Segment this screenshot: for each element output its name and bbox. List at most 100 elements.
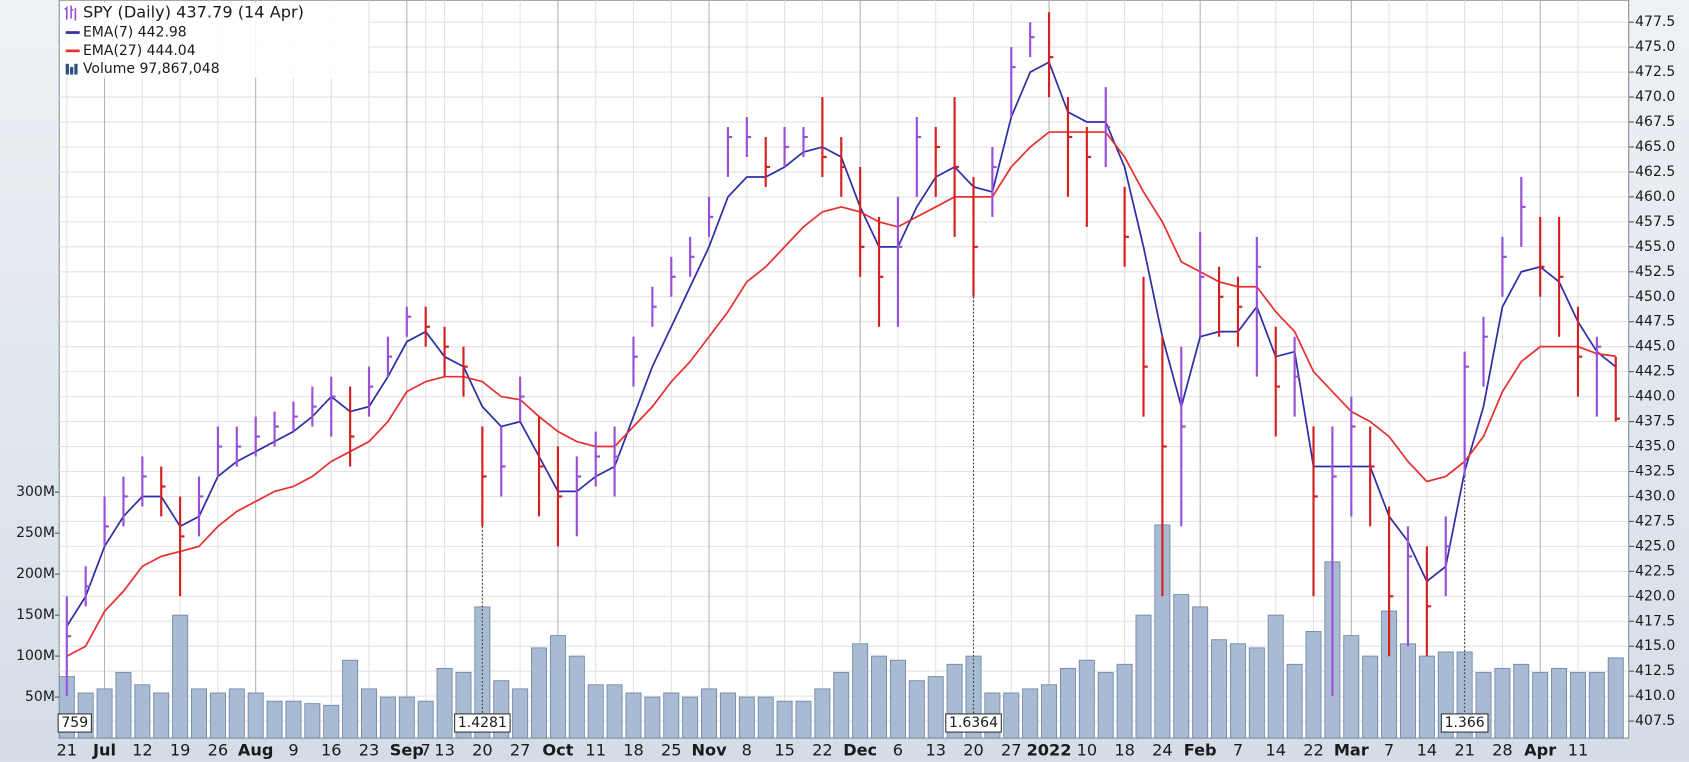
volume-bar — [361, 688, 378, 739]
volume-bar — [701, 688, 718, 739]
volume-bar — [1286, 663, 1303, 739]
y-tick-label: 447.5 — [1635, 314, 1675, 330]
legend-label: EMA(7) 442.98 — [83, 25, 187, 41]
y2-tick-label: 100M — [16, 648, 55, 664]
x-tick-label: 20 — [472, 741, 493, 760]
volume-bar — [1305, 631, 1322, 739]
x-tick-label: 7 — [1384, 741, 1394, 760]
volume-bar — [549, 635, 566, 739]
y-tick-label: 442.5 — [1635, 364, 1675, 380]
x-tick-label: Jul — [92, 741, 116, 760]
x-tick-label: 6 — [893, 741, 903, 760]
chart-title: SPY (Daily) 437.79 (14 Apr) — [83, 3, 304, 22]
volume-bar — [417, 700, 434, 739]
y2-tick-label: 250M — [16, 525, 55, 541]
y-tick-label: 460.0 — [1635, 189, 1675, 205]
volume-bar — [115, 672, 132, 739]
x-tick-label: Feb — [1184, 741, 1217, 760]
y-tick-label: 412.5 — [1635, 663, 1675, 679]
y-tick-label: 440.0 — [1635, 389, 1675, 405]
x-tick-label: Oct — [542, 741, 573, 760]
x-tick-label: 16 — [321, 741, 342, 760]
y-tick-label: 432.5 — [1635, 463, 1675, 479]
volume-bar — [531, 647, 548, 739]
volume-bar — [1418, 655, 1435, 739]
y2-tick-label: 300M — [16, 484, 55, 500]
volume-bar — [285, 700, 302, 739]
y-tick-label: 467.5 — [1635, 114, 1675, 130]
y2-tick-label: 200M — [16, 566, 55, 582]
x-tick-label: 7 — [421, 741, 431, 760]
x-tick-label: 11 — [1568, 741, 1589, 760]
x-tick-label: 21 — [57, 741, 78, 760]
y-tick-label: 445.0 — [1635, 339, 1675, 355]
y-tick-label: 422.5 — [1635, 563, 1675, 579]
x-tick-label: 7 — [1233, 741, 1243, 760]
volume-bar — [606, 684, 623, 739]
x-tick-label: 20 — [963, 741, 984, 760]
x-tick-label: Dec — [843, 741, 877, 760]
volume-bar — [1116, 663, 1133, 739]
volume-bar — [1362, 655, 1379, 739]
volume-bar — [757, 696, 774, 739]
volume-bar — [1003, 692, 1020, 739]
x-tick-label: 22 — [1303, 741, 1324, 760]
volume-bar — [228, 688, 245, 739]
x-tick-label: 13 — [434, 741, 455, 760]
volume-bar — [436, 667, 453, 739]
legend-box — [61, 2, 369, 78]
volume-bar — [342, 659, 359, 739]
annotation-box — [945, 713, 1002, 733]
volume-bar — [1173, 594, 1190, 739]
volume-bar — [1343, 635, 1360, 739]
volume-bar — [568, 655, 585, 739]
y-tick-label: 435.0 — [1635, 439, 1675, 455]
volume-bar — [1607, 657, 1624, 739]
volume-bar — [1551, 667, 1568, 739]
x-tick-label: Aug — [238, 741, 274, 760]
volume-bar — [738, 696, 755, 739]
y-tick-label: 420.0 — [1635, 588, 1675, 604]
axes: 407.5 410.0 412.5 415.0 417.5 420.0 422.5 425.0… — [16, 14, 1675, 759]
annotation-box — [1440, 713, 1489, 733]
annotation-label: 1.4281 — [458, 715, 507, 731]
y-tick-label: 455.0 — [1635, 239, 1675, 255]
volume-bar — [1097, 672, 1114, 739]
legend-icon — [70, 67, 74, 75]
x-tick-label: Sep — [390, 741, 424, 760]
ema-line — [66, 131, 1616, 657]
y2-tick-label: 150M — [16, 607, 55, 623]
annotation-label: 759 — [61, 715, 88, 731]
volume-bar — [304, 703, 321, 739]
x-tick-label: 15 — [774, 741, 795, 760]
volume-bar — [1494, 667, 1511, 739]
volume-bar — [1078, 659, 1095, 739]
x-tick-label: 14 — [1417, 741, 1438, 760]
volume-bar — [663, 692, 680, 739]
legend-icon — [65, 63, 69, 75]
y-tick-label: 407.5 — [1635, 713, 1675, 729]
volume-bar — [96, 688, 113, 739]
volume-bar — [1513, 663, 1530, 739]
x-tick-label: 27 — [1001, 741, 1022, 760]
volume-bar — [191, 688, 208, 739]
volume-bar — [908, 680, 925, 739]
volume-bar — [1229, 643, 1246, 739]
volume-bar — [1399, 643, 1416, 739]
y-tick-label: 410.0 — [1635, 688, 1675, 704]
volume-bar — [512, 688, 529, 739]
x-tick-label: Nov — [691, 741, 727, 760]
legend: SPY (Daily) 437.79 (14 Apr) EMA(7) 442.9… — [61, 2, 369, 78]
volume-bar — [1267, 614, 1284, 739]
volume-bar — [1532, 672, 1549, 739]
volume-bar — [587, 684, 604, 739]
y-tick-label: 477.5 — [1635, 14, 1675, 30]
volume-bar — [776, 700, 793, 739]
annotation-layer: 759 1.4281 1.6364 1.366 — [57, 296, 1489, 733]
x-tick-label: Mar — [1334, 741, 1369, 760]
x-tick-label: 8 — [742, 741, 752, 760]
volume-bar — [1022, 688, 1039, 739]
volume-bar — [927, 676, 944, 739]
x-tick-label: 21 — [1454, 741, 1475, 760]
